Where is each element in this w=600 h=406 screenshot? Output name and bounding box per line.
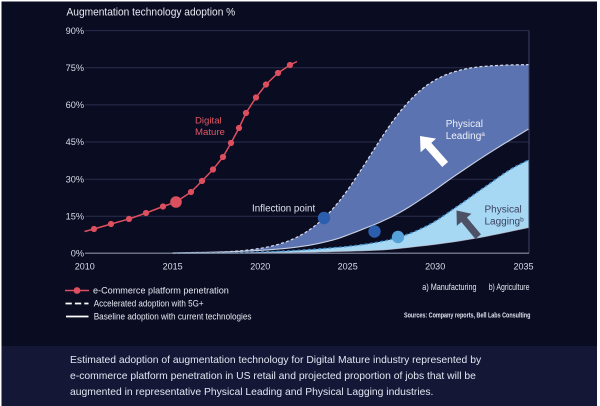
svg-text:2025: 2025: [338, 262, 358, 272]
svg-text:Sources: Company reports, Bell: Sources: Company reports, Bell Labs Cons…: [404, 312, 530, 320]
svg-text:Physical: Physical: [446, 119, 483, 130]
svg-text:2035: 2035: [513, 262, 533, 272]
svg-text:Physical: Physical: [485, 205, 522, 216]
svg-text:e-commerce platform penetratio: e-commerce platform penetration in US re…: [70, 371, 476, 382]
svg-text:2015: 2015: [163, 262, 183, 272]
svg-text:0%: 0%: [71, 249, 84, 259]
svg-text:augmented in representative Ph: augmented in representative Physical Lea…: [70, 387, 433, 398]
svg-text:a) Manufacturing: a) Manufacturing: [422, 282, 476, 292]
svg-text:30%: 30%: [66, 174, 84, 184]
svg-text:Digital: Digital: [195, 116, 222, 127]
svg-text:2010: 2010: [75, 262, 95, 272]
svg-text:Laggingb: Laggingb: [485, 217, 525, 228]
svg-text:Accelerated adoption with 5G+: Accelerated adoption with 5G+: [94, 298, 204, 309]
svg-text:Estimated adoption of augmenta: Estimated adoption of augmentation techn…: [70, 355, 482, 366]
svg-text:Baseline adoption with current: Baseline adoption with current technolog…: [94, 311, 252, 322]
svg-text:75%: 75%: [66, 63, 84, 73]
svg-text:90%: 90%: [66, 26, 84, 36]
svg-text:e-Commerce platform penetratio: e-Commerce platform penetration: [93, 286, 229, 296]
svg-text:Augmentation technology adopti: Augmentation technology adoption %: [67, 6, 236, 18]
svg-text:2020: 2020: [250, 262, 270, 272]
svg-text:Inflection point: Inflection point: [252, 204, 315, 215]
svg-text:60%: 60%: [66, 100, 84, 110]
svg-text:15%: 15%: [66, 212, 84, 222]
svg-text:b) Agriculture: b) Agriculture: [489, 282, 530, 292]
svg-text:Leadinga: Leadinga: [446, 131, 486, 142]
svg-text:2030: 2030: [425, 262, 445, 272]
svg-text:45%: 45%: [66, 137, 84, 147]
svg-text:Mature: Mature: [195, 127, 225, 138]
